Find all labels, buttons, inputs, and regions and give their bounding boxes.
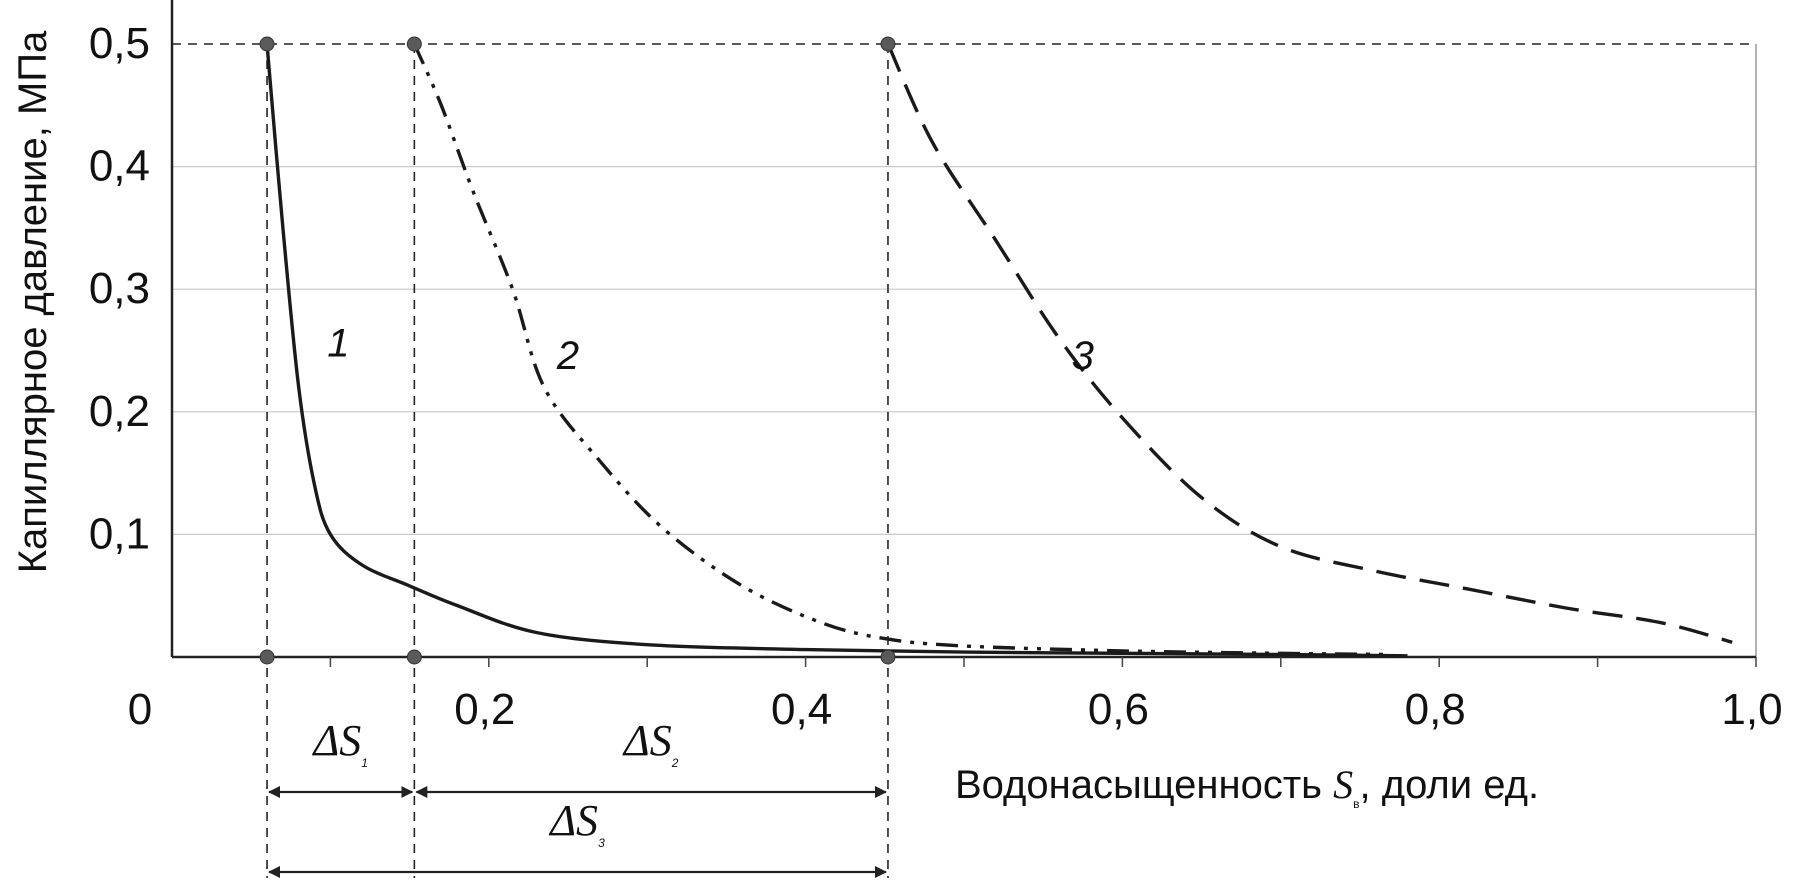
x-tick-label-1: 0,2 [454,685,515,734]
reference-lines [172,43,1756,878]
grid-layer [172,166,1756,536]
y-tick-label-0: 0,1 [89,509,150,558]
x-axis-title-symbol: S [1333,762,1353,807]
curve-label-2: 2 [556,334,579,378]
curve-label-3: 3 [1072,334,1094,378]
x-axis-title-prefix: Водонасыщенность [955,763,1333,807]
marker-point-1 [406,36,422,52]
y-tick-label-2: 0,3 [89,264,150,313]
intervals: ΔS1 ΔS2 ΔS3 [268,716,887,878]
marker-point-0 [259,36,275,52]
x-tick-label-4: 0,8 [1405,685,1466,734]
y-tick-label-3: 0,4 [89,142,150,191]
marker-point-2 [880,36,896,52]
x-tick-label-3: 0,6 [1088,685,1149,734]
curve-3 [886,43,1733,644]
interval-label-3: ΔS3 [548,796,605,850]
curves: 1 2 3 [265,43,1733,658]
markers [259,36,896,665]
marker-point-3 [259,649,275,665]
interval-label-1: ΔS1 [311,716,368,770]
x-tick-label-2: 0,4 [771,685,832,734]
x-axis-title: Водонасыщенность Sв, доли ед. [955,762,1539,811]
x-tick-label-0: 0 [128,685,152,734]
x-axis-title-suffix: , доли ед. [1360,763,1540,807]
y-tick-label-4: 0,5 [89,19,150,68]
tick-labels: 0 0,2 0,4 0,6 0,8 1,0 0,1 0,2 0,3 0,4 0,5 [89,19,1783,734]
x-axis-title-subscript: в [1353,797,1359,811]
axes [170,0,1757,667]
y-tick-label-1: 0,2 [89,387,150,436]
curve-label-1: 1 [327,322,349,366]
curve-2 [412,43,1392,657]
interval-label-2: ΔS2 [622,716,679,770]
x-tick-label-5: 1,0 [1721,685,1782,734]
curve-1 [265,43,1408,658]
y-axis-title: Капиллярное давление, МПа [11,30,55,573]
marker-point-5 [880,649,896,665]
marker-point-4 [406,649,422,665]
